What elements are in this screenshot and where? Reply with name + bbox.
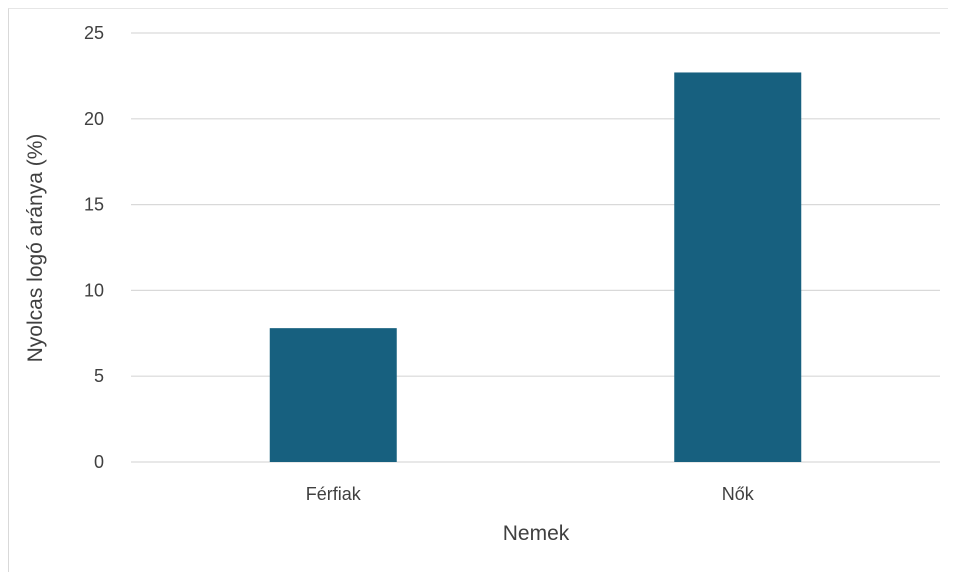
chart-frame <box>8 8 948 572</box>
x-tick-label: Nők <box>722 484 755 504</box>
y-tick-label: 20 <box>84 109 104 129</box>
bars <box>269 72 802 462</box>
x-tick-label: Férfiak <box>306 484 362 504</box>
y-tick-labels: 0 5 10 15 20 25 <box>84 23 104 472</box>
y-tick-label: 0 <box>94 452 104 472</box>
y-axis-title: Nyolcas logó aránya (%) <box>24 134 47 363</box>
gridlines <box>131 32 940 463</box>
y-tick-label: 15 <box>84 195 104 215</box>
x-axis-title: Nemek <box>503 522 570 545</box>
y-tick-label: 5 <box>94 366 104 386</box>
bar <box>269 328 397 462</box>
x-tick-labels: Férfiak Nők <box>306 484 755 504</box>
y-tick-label: 25 <box>84 23 104 43</box>
y-tick-label: 10 <box>84 280 104 300</box>
bar <box>674 72 802 462</box>
